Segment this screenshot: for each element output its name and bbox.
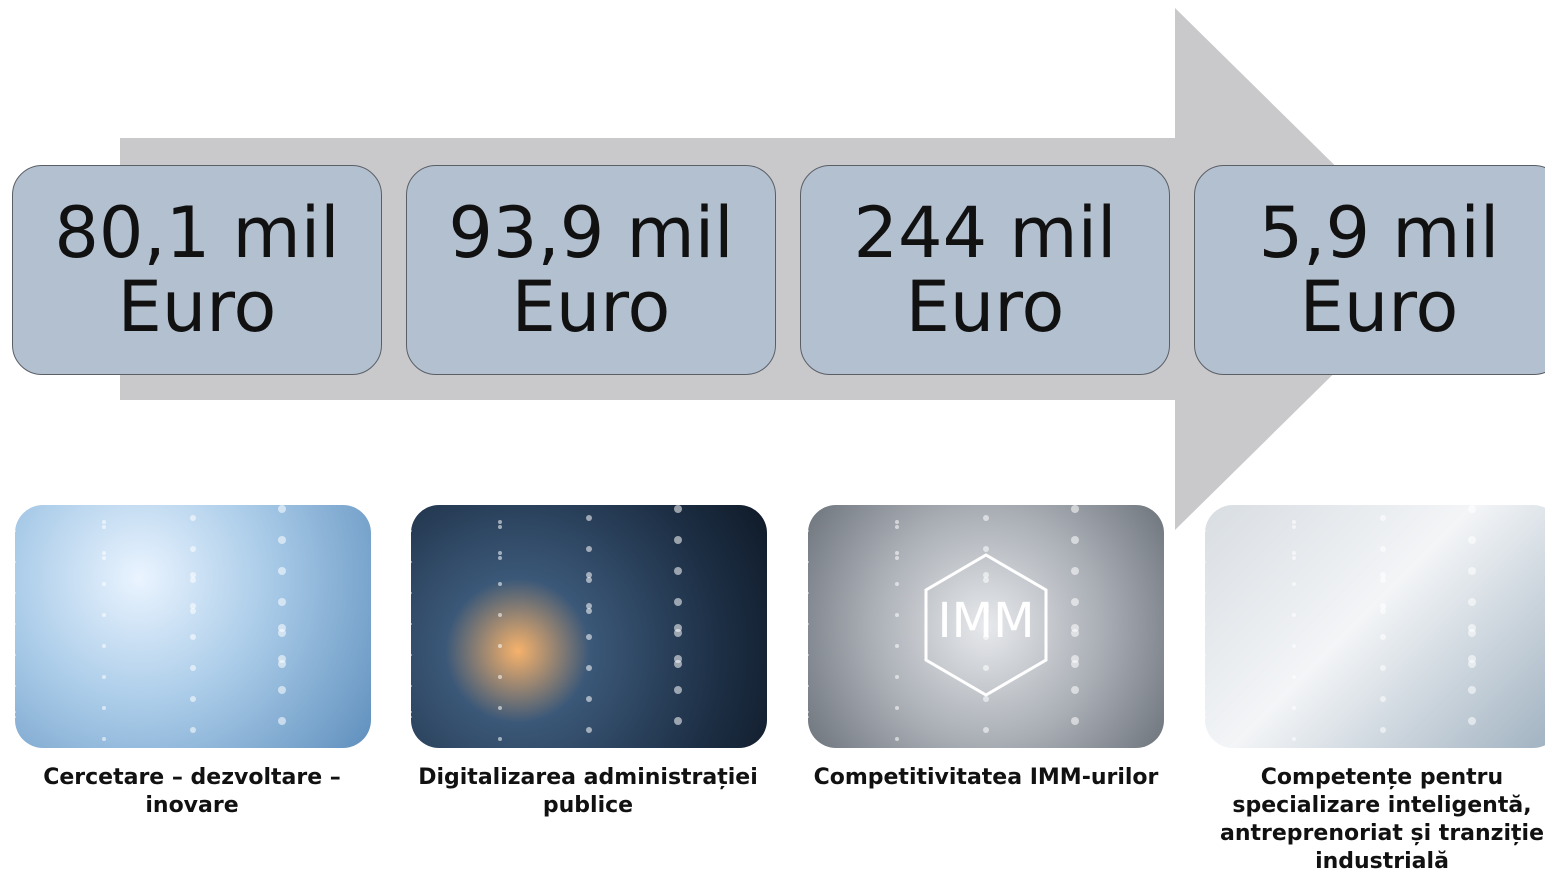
unit: Euro (1300, 270, 1459, 344)
unit: Euro (118, 270, 277, 344)
amount: 80,1 mil (54, 196, 339, 270)
caption: Cercetare – dezvoltare – inovare (0, 764, 387, 820)
illustration-art (15, 505, 371, 748)
caption: Competențe pentru specializare inteligen… (1187, 764, 1545, 874)
slide: 80,1 milEuroCercetare – dezvoltare – ino… (0, 0, 1545, 874)
illustration (411, 505, 767, 748)
illustration-art (1205, 505, 1545, 748)
amount: 244 mil (854, 196, 1117, 270)
amount: 5,9 mil (1259, 196, 1500, 270)
illustration (1205, 505, 1545, 748)
illustration: IMM (808, 505, 1164, 748)
unit: Euro (512, 270, 671, 344)
caption: Competitivitatea IMM-urilor (791, 764, 1181, 792)
unit: Euro (906, 270, 1065, 344)
amount: 93,9 mil (448, 196, 733, 270)
illustration (15, 505, 371, 748)
illustration-art: IMM (808, 505, 1164, 748)
caption: Digitalizarea administrației publice (393, 764, 783, 820)
illustration-art (411, 505, 767, 748)
svg-text:IMM: IMM (938, 593, 1035, 649)
